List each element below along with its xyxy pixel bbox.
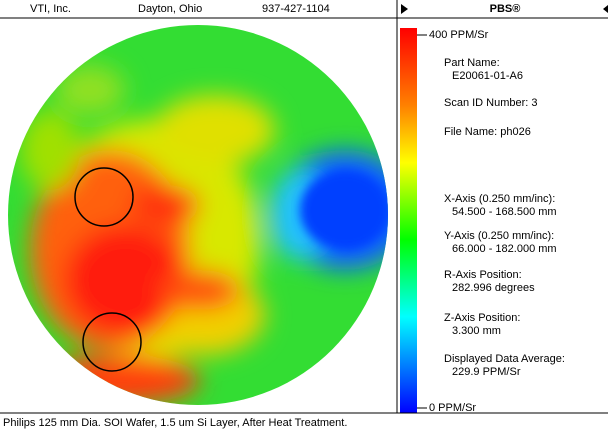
- footer-caption: Philips 125 mm Dia. SOI Wafer, 1.5 um Si…: [3, 417, 347, 429]
- panel-title: PBS®: [490, 3, 521, 15]
- arrow-icon[interactable]: [401, 4, 408, 14]
- info-label: File Name: ph026: [444, 126, 531, 138]
- info-label: X-Axis (0.250 mm/inc):: [444, 193, 555, 205]
- info-value: 3.300 mm: [452, 325, 501, 337]
- info-label: R-Axis Position:: [444, 269, 522, 281]
- defect-circle: [82, 312, 142, 372]
- info-panel: Part Name:E20061-01-A6 Scan ID Number: 3 F…: [444, 57, 565, 378]
- phone: 937-427-1104: [262, 3, 330, 15]
- city: Dayton, Ohio: [138, 3, 202, 15]
- info-value: 54.500 - 168.500 mm: [452, 206, 557, 218]
- info-value: 229.9 PPM/Sr: [452, 366, 521, 378]
- scale-bottom-label: 0 PPM/Sr: [429, 402, 476, 414]
- arrow-icon[interactable]: [603, 5, 608, 13]
- color-bar: [400, 28, 417, 413]
- info-label: Scan ID Number: 3: [444, 97, 538, 109]
- info-value: E20061-01-A6: [452, 70, 523, 82]
- scale-top-label: 400 PPM/Sr: [429, 29, 489, 41]
- info-label: Displayed Data Average:: [444, 353, 565, 365]
- defect-circle: [74, 167, 134, 227]
- info-value: 66.000 - 182.000 mm: [452, 243, 557, 255]
- info-label: Y-Axis (0.250 mm/inc):: [444, 230, 554, 242]
- info-label: Z-Axis Position:: [444, 312, 520, 324]
- info-label: Part Name:: [444, 57, 500, 69]
- company: VTI, Inc.: [30, 3, 71, 15]
- info-value: 282.996 degrees: [452, 282, 535, 294]
- wafer-map: [8, 25, 388, 405]
